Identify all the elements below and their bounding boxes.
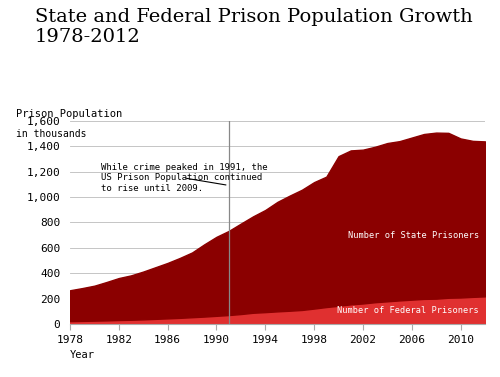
Text: While crime peaked in 1991, the
US Prison Population continued
to rise until 200: While crime peaked in 1991, the US Priso… [100,163,267,193]
Text: in thousands: in thousands [16,129,86,139]
Text: Number of Federal Prisoners: Number of Federal Prisoners [337,306,479,315]
Text: Prison Population: Prison Population [16,109,122,119]
Text: State and Federal Prison Population Growth
1978-2012: State and Federal Prison Population Grow… [35,8,473,46]
X-axis label: Year: Year [70,350,95,360]
Text: Number of State Prisoners: Number of State Prisoners [348,231,479,240]
